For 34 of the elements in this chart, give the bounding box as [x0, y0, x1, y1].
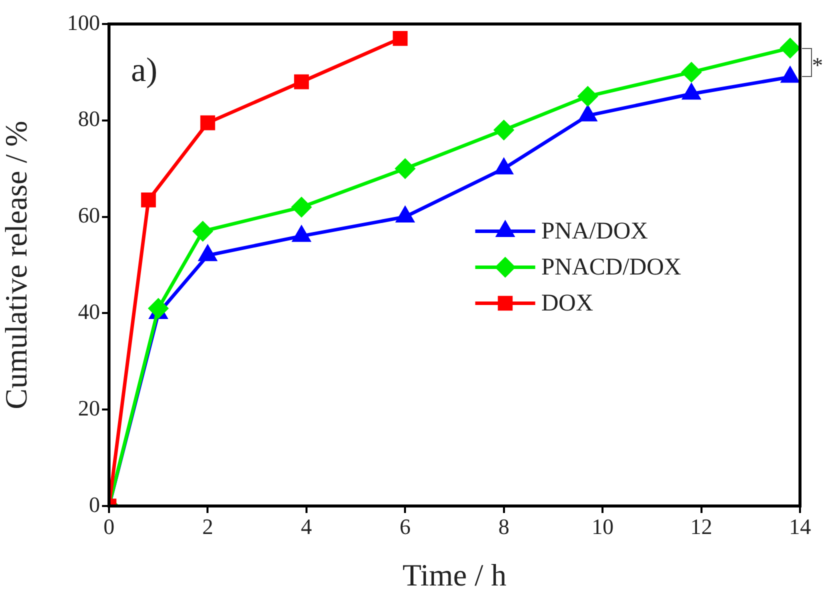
legend-label: PNA/DOX: [541, 218, 648, 245]
x-tick-label: 2: [202, 514, 214, 539]
y-tick-label: 20: [78, 395, 100, 420]
x-axis-title: Time / h: [402, 558, 507, 593]
point: [494, 120, 514, 140]
y-axis-title: Cumulative release / %: [0, 120, 34, 410]
point: [292, 197, 312, 217]
point: [392, 31, 408, 46]
legend-label: PNACD/DOX: [541, 254, 682, 281]
x-tick-label: 4: [300, 514, 312, 539]
y-tick-label: 0: [89, 492, 100, 517]
x-tick-label: 8: [498, 514, 510, 539]
x-tick-label: 14: [789, 514, 811, 539]
legend-label: DOX: [541, 290, 594, 317]
x-tick-label: 12: [690, 514, 712, 539]
y-tick-label: 60: [78, 202, 100, 228]
point: [141, 192, 156, 208]
point: [292, 226, 310, 242]
y-tick-label: 40: [78, 298, 100, 324]
point: [199, 246, 216, 262]
point: [495, 158, 513, 174]
y-tick-label: 80: [78, 106, 100, 132]
point: [395, 158, 415, 178]
point: [578, 86, 598, 106]
point: [294, 74, 309, 90]
y-tick-label: 100: [67, 10, 100, 35]
point: [396, 207, 414, 223]
point: [200, 115, 216, 130]
annotation: a): [131, 52, 158, 89]
text: *: [812, 52, 823, 78]
x-tick-label: 10: [592, 514, 614, 539]
x-tick-label: 6: [400, 514, 411, 539]
point: [780, 38, 800, 58]
point: [682, 62, 702, 82]
